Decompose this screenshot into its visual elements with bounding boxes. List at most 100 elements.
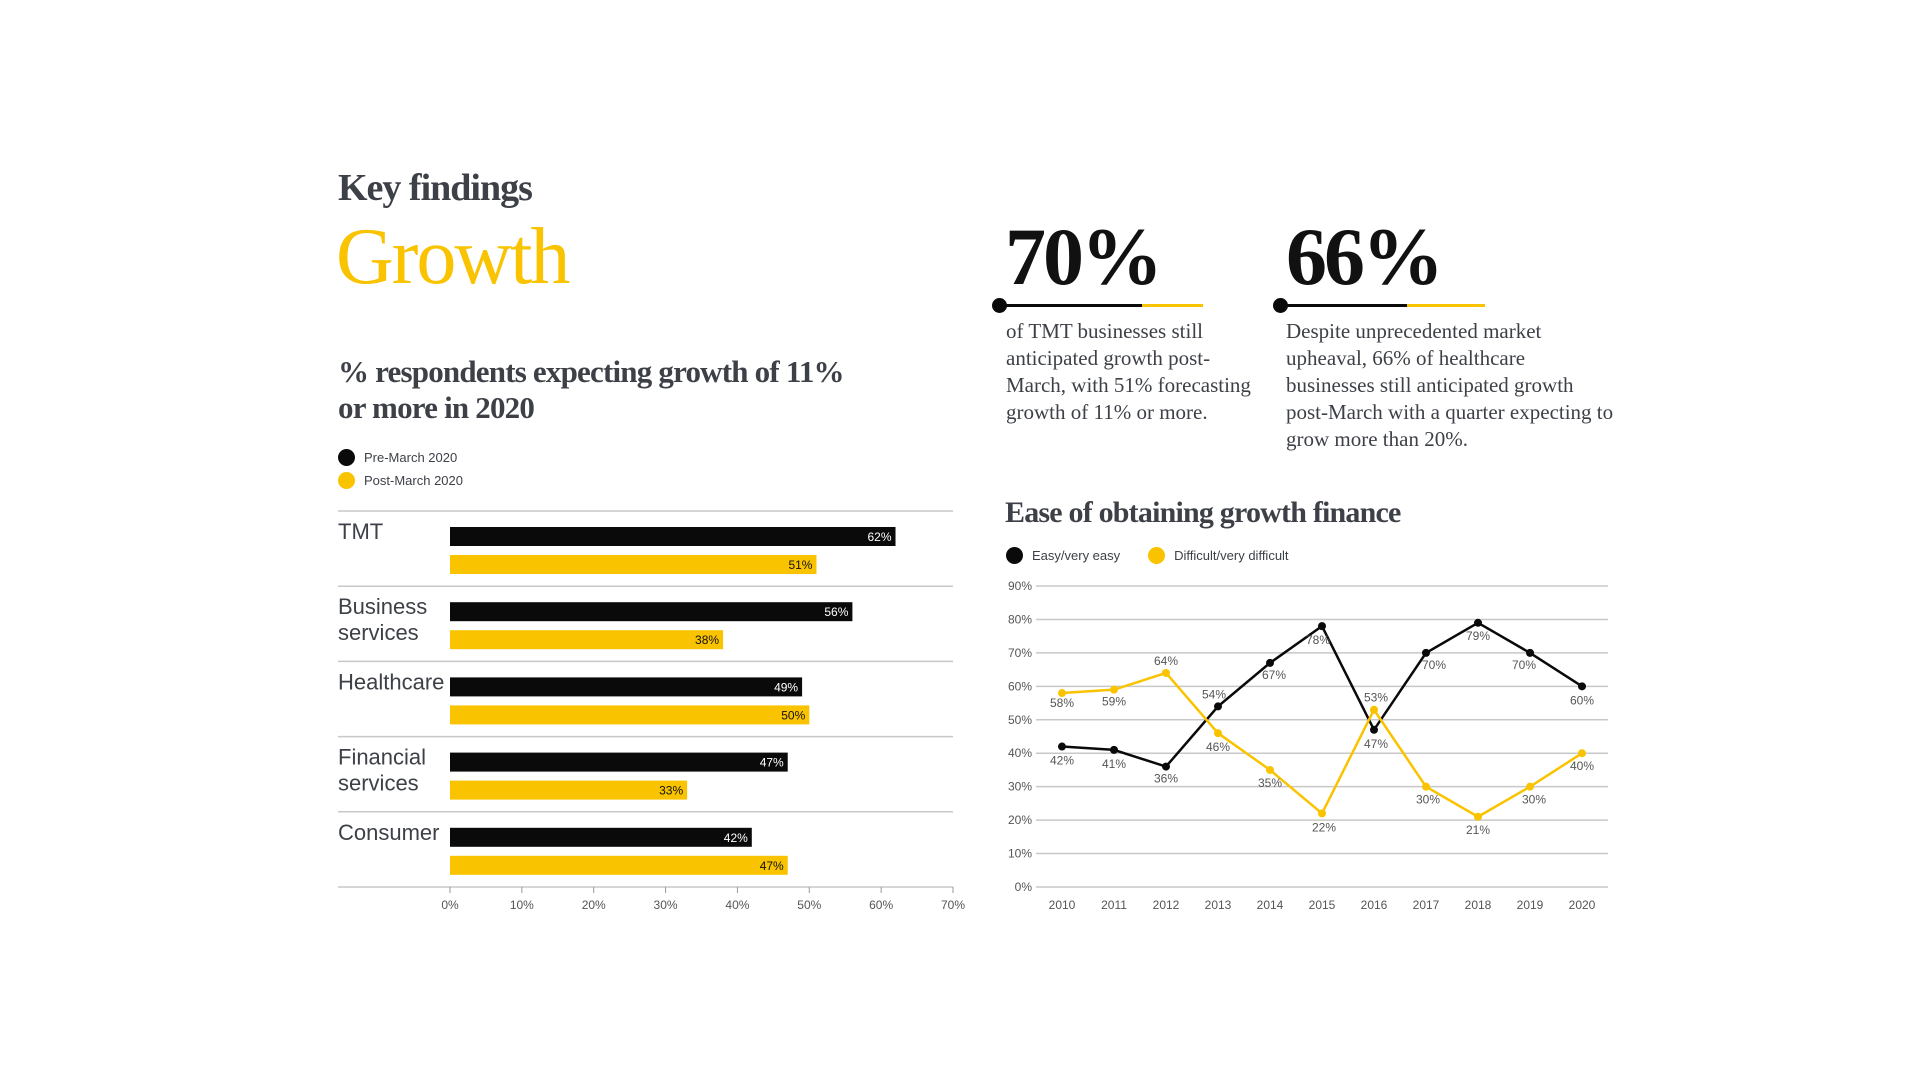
legend-label: Pre-March 2020	[364, 450, 458, 465]
data-point	[1162, 762, 1170, 771]
bar	[450, 555, 817, 574]
data-label: 46%	[1206, 740, 1230, 754]
x-tick-label: 40%	[725, 898, 749, 912]
x-tick-label: 2020	[1569, 898, 1596, 912]
data-label: 70%	[1512, 658, 1536, 672]
bar-value-label: 50%	[781, 708, 805, 722]
legend-dot-black-icon	[1006, 547, 1023, 564]
category-label: services	[338, 620, 419, 645]
stat-description: Despite unprecedented market upheaval, 6…	[1286, 319, 1614, 451]
x-tick-label: 2016	[1361, 898, 1388, 912]
data-point	[1370, 705, 1378, 714]
data-label: 21%	[1466, 823, 1490, 837]
data-point	[1162, 668, 1170, 677]
data-label: 41%	[1102, 757, 1126, 771]
legend-item-pre-march: Pre-March 2020	[338, 449, 463, 466]
bar-value-label: 47%	[760, 756, 784, 770]
data-point	[1110, 685, 1118, 694]
bar	[450, 855, 788, 875]
legend-label: Post-March 2020	[364, 473, 463, 488]
headline: Growth	[336, 213, 570, 301]
category-label: TMT	[338, 519, 383, 544]
data-point	[1110, 745, 1118, 754]
x-tick-label: 2012	[1153, 898, 1180, 912]
data-label: 30%	[1416, 793, 1440, 807]
data-label: 58%	[1050, 696, 1074, 710]
stat-description: of TMT businesses still anticipated grow…	[1006, 319, 1251, 424]
x-tick-label: 0%	[441, 898, 459, 912]
legend-item-easy: Easy/very easy	[1006, 547, 1120, 564]
bar	[450, 705, 810, 725]
legend-dot-yellow-icon	[1148, 547, 1166, 564]
x-tick-label: 2013	[1205, 898, 1232, 912]
bar-chart-title: % respondents expecting growth of 11% or…	[338, 354, 845, 425]
data-point	[1474, 812, 1482, 821]
x-tick-label: 2010	[1049, 898, 1076, 912]
data-label: 47%	[1364, 737, 1388, 751]
bar	[450, 630, 724, 650]
data-label: 64%	[1154, 654, 1178, 668]
bar-value-label: 56%	[824, 605, 848, 619]
data-label: 42%	[1050, 754, 1074, 768]
data-label: 67%	[1262, 668, 1286, 682]
x-tick-label: 2017	[1413, 898, 1440, 912]
y-tick-label: 10%	[1008, 847, 1032, 861]
category-label: services	[338, 771, 419, 796]
data-label: 70%	[1422, 658, 1446, 672]
x-tick-label: 20%	[582, 898, 606, 912]
stat-healthcare: 66%	[1280, 210, 1444, 304]
bar-value-label: 38%	[695, 633, 719, 647]
data-label: 60%	[1570, 693, 1594, 707]
bar	[450, 527, 896, 546]
bar	[450, 602, 853, 622]
x-tick-label: 50%	[797, 898, 821, 912]
data-label: 40%	[1570, 759, 1594, 773]
series-line	[1061, 671, 1583, 819]
category-label: Financial	[338, 745, 426, 770]
x-tick-label: 2015	[1309, 898, 1336, 912]
data-point	[1370, 725, 1378, 734]
data-label: 22%	[1312, 820, 1336, 834]
data-label: 78%	[1306, 633, 1330, 647]
data-point	[1318, 622, 1326, 631]
y-tick-label: 80%	[1008, 612, 1032, 626]
category-label: Business	[338, 594, 427, 619]
x-tick-label: 70%	[941, 898, 965, 912]
stat-tmt: 70%	[999, 210, 1163, 304]
data-point	[1266, 658, 1274, 667]
x-tick-label: 30%	[654, 898, 678, 912]
legend-label: Easy/very easy	[1032, 548, 1121, 563]
x-tick-label: 60%	[869, 898, 893, 912]
x-tick-label: 10%	[510, 898, 534, 912]
legend-item-post-march: Post-March 2020	[338, 472, 463, 489]
data-point	[1578, 682, 1586, 691]
data-label: 54%	[1202, 687, 1226, 701]
data-label: 30%	[1522, 793, 1546, 807]
data-label: 59%	[1102, 695, 1126, 709]
y-tick-label: 90%	[1008, 579, 1032, 593]
data-point	[1526, 782, 1534, 791]
y-tick-label: 30%	[1008, 780, 1032, 794]
data-point	[1474, 618, 1482, 627]
bar-value-label: 47%	[760, 859, 784, 873]
bar-value-label: 33%	[659, 784, 683, 798]
data-point	[1266, 765, 1274, 774]
bar-legend: Pre-March 2020 Post-March 2020	[338, 449, 463, 489]
legend-dot-black-icon	[338, 449, 355, 466]
stat-divider	[992, 298, 1212, 314]
legend-label: Difficult/very difficult	[1174, 548, 1289, 563]
bar-value-label: 51%	[788, 558, 812, 572]
data-point	[1214, 729, 1222, 738]
x-tick-label: 2019	[1517, 898, 1544, 912]
x-tick-label: 2018	[1465, 898, 1492, 912]
data-label: 35%	[1258, 776, 1282, 790]
data-point	[1058, 742, 1066, 751]
bar	[450, 827, 752, 847]
bar	[450, 780, 688, 800]
y-tick-label: 70%	[1008, 646, 1032, 660]
y-tick-label: 40%	[1008, 746, 1032, 760]
category-label: Healthcare	[338, 669, 444, 694]
bar-value-label: 49%	[774, 680, 798, 694]
